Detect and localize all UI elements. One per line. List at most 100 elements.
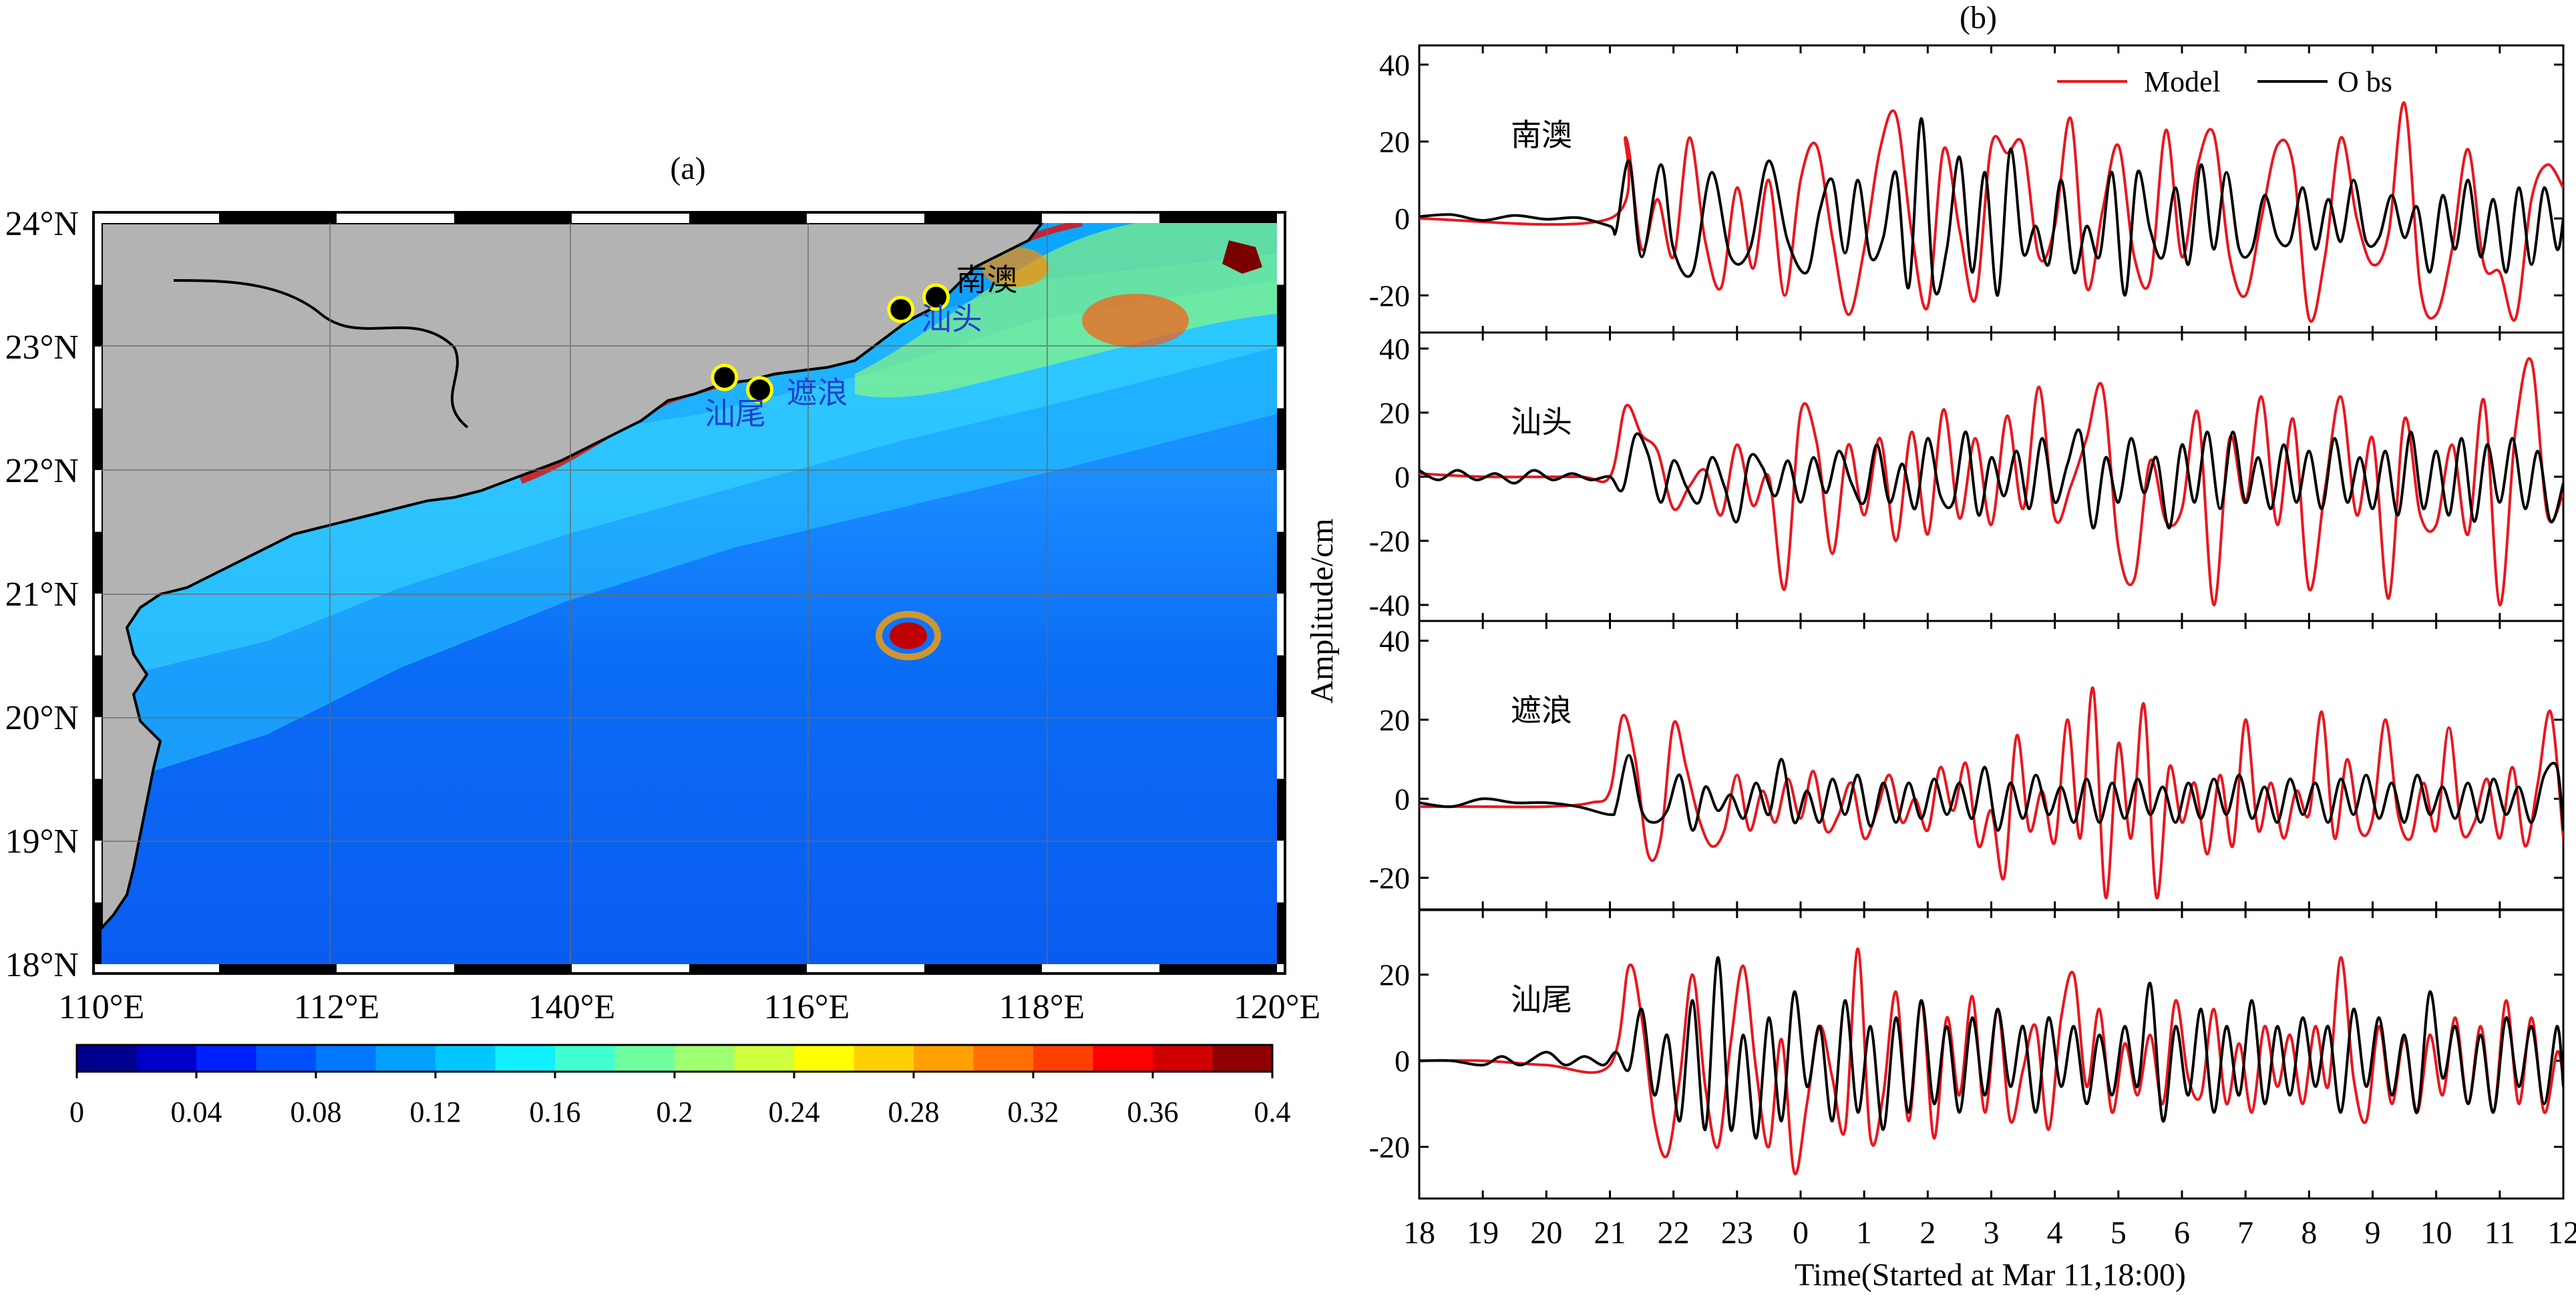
colorbar-tick-label: 0.16 — [530, 1096, 581, 1128]
coastal-warm-band — [855, 223, 1277, 398]
frame-seg-right — [1277, 902, 1285, 964]
x-tick-label: 8 — [2301, 1215, 2317, 1251]
colorbar-segment — [1093, 1045, 1153, 1072]
subpanel-station-label: 汕尾 — [1511, 982, 1572, 1018]
x-tick-label: 7 — [2237, 1215, 2253, 1251]
colorbar-segment — [794, 1045, 854, 1072]
colorbar-tick-label: 0.12 — [410, 1096, 462, 1128]
x-tick-label: 23 — [1721, 1215, 1753, 1251]
y-tick-label: 0 — [1395, 202, 1410, 236]
x-tick-label: 11 — [2485, 1215, 2515, 1251]
island-ne — [1222, 240, 1262, 274]
station-marker — [746, 376, 774, 404]
x-tick-label: 18 — [1403, 1215, 1435, 1251]
x-tick-label: 1 — [1856, 1215, 1872, 1251]
colorbar-tick-label: 0.2 — [657, 1096, 693, 1128]
frame-seg-bottom — [924, 964, 1042, 973]
y-axis-label: Amplitude/cm — [1304, 518, 1340, 703]
obs-series-line — [1419, 754, 2563, 832]
frame-seg-left — [94, 779, 102, 841]
frame-seg-bottom — [1159, 964, 1277, 973]
map-field — [102, 223, 1277, 964]
colorbar: 0 0.04 0.08 0.12 0.16 0.2 0.24 0.28 0.32 0.36 0.4 — [69, 1044, 1291, 1128]
obs-series-line — [1419, 955, 2563, 1140]
frame-seg-bottom — [219, 964, 337, 973]
map-frame-ticks — [94, 212, 1285, 973]
legend-obs-label: O bs — [2338, 65, 2392, 98]
colorbar-tick-label: 0.36 — [1127, 1096, 1179, 1128]
colorbar-segment — [136, 1045, 197, 1072]
frame-seg-bottom — [689, 964, 807, 973]
subpanel-frame — [1418, 620, 2565, 911]
y-tick-label: 20 — [1379, 396, 1410, 430]
x-tick-label: 5 — [2110, 1215, 2127, 1251]
station-label: 南澳 — [956, 262, 1018, 298]
map-y-tick-label: 23°N — [5, 329, 79, 367]
map-y-tick-label: 22°N — [5, 452, 79, 490]
station-label: 汕尾 — [705, 395, 766, 431]
subpanel: 40 20 0 -20 遮浪 — [1369, 620, 2565, 911]
map-y-tick-label: 18°N — [5, 946, 79, 984]
colorbar-segment — [1033, 1045, 1093, 1072]
colorbar-segment — [256, 1045, 317, 1072]
colorbar-segment — [854, 1045, 914, 1072]
map-x-tick-label: 116°E — [764, 988, 850, 1026]
timeseries-subpanels: 40 20 0 -20 南澳 40 20 0 -20 -40 汕头 40 20 0 -20 遮浪 20 0 -20 汕… — [1369, 44, 2565, 1200]
map-title: (a) — [670, 151, 705, 186]
subpanel-station-label: 汕头 — [1511, 404, 1572, 440]
shelf-band — [102, 254, 1277, 788]
frame-seg-right — [1277, 779, 1285, 841]
colorbar-segment — [734, 1045, 795, 1072]
x-tick-label: 4 — [2047, 1215, 2063, 1251]
map-x-tick-label: 110°E — [59, 988, 145, 1026]
station-label: 汕头 — [921, 301, 982, 337]
colorbar-segment — [614, 1045, 675, 1072]
y-tick-label: 20 — [1379, 958, 1410, 992]
hotspot-east — [1082, 294, 1189, 347]
colorbar-segment — [1153, 1045, 1213, 1072]
frame-seg-left — [94, 408, 102, 470]
y-tick-label: -20 — [1369, 861, 1410, 895]
map-y-tick-label: 20°N — [5, 699, 79, 737]
colorbar-segment — [973, 1045, 1034, 1072]
colorbar-segment — [375, 1045, 436, 1072]
frame-seg-left — [94, 902, 102, 964]
colorbar-segment — [1212, 1045, 1273, 1072]
colorbar-segment — [316, 1045, 376, 1072]
y-tick-label: -20 — [1369, 278, 1410, 312]
colorbar-tick-label: 0.08 — [291, 1096, 342, 1128]
colorbar-tick-label: 0 — [69, 1096, 84, 1128]
colorbar-segment — [435, 1045, 496, 1072]
map-panel: (a) — [5, 151, 1321, 1128]
colorbar-segment — [555, 1045, 615, 1072]
colorbar-segment — [77, 1045, 137, 1072]
legend: Model O bs — [2057, 65, 2392, 98]
frame-seg-top — [1159, 212, 1277, 223]
colorbar-tick-label: 0.32 — [1008, 1096, 1059, 1128]
station-marker — [711, 363, 739, 391]
map-y-tick-label: 24°N — [5, 205, 79, 243]
obs-series-line — [1419, 117, 2563, 297]
model-series-line — [1419, 101, 2563, 323]
subpanel: 20 0 -20 汕尾 — [1369, 909, 2565, 1200]
y-tick-label: 40 — [1379, 624, 1410, 658]
frame-seg-right — [1277, 655, 1285, 717]
station-marker — [887, 296, 915, 323]
x-tick-label: 2 — [1919, 1215, 1936, 1251]
y-tick-label: -40 — [1369, 588, 1410, 622]
x-tick-label: 22 — [1658, 1215, 1690, 1251]
y-tick-label: 20 — [1379, 703, 1410, 737]
subpanel: 40 20 0 -20 南澳 — [1369, 44, 2565, 335]
frame-seg-top — [454, 212, 572, 223]
colorbar-tick-label: 0.24 — [769, 1096, 820, 1128]
frame-seg-left — [94, 531, 102, 594]
y-tick-label: 40 — [1379, 48, 1410, 82]
colorbar-tick-label: 0.4 — [1254, 1096, 1291, 1128]
frame-seg-right — [1277, 531, 1285, 594]
frame-seg-top — [924, 212, 1042, 223]
x-tick-label: 20 — [1530, 1215, 1562, 1251]
subpanel: 40 20 0 -20 -40 汕头 — [1369, 331, 2565, 622]
